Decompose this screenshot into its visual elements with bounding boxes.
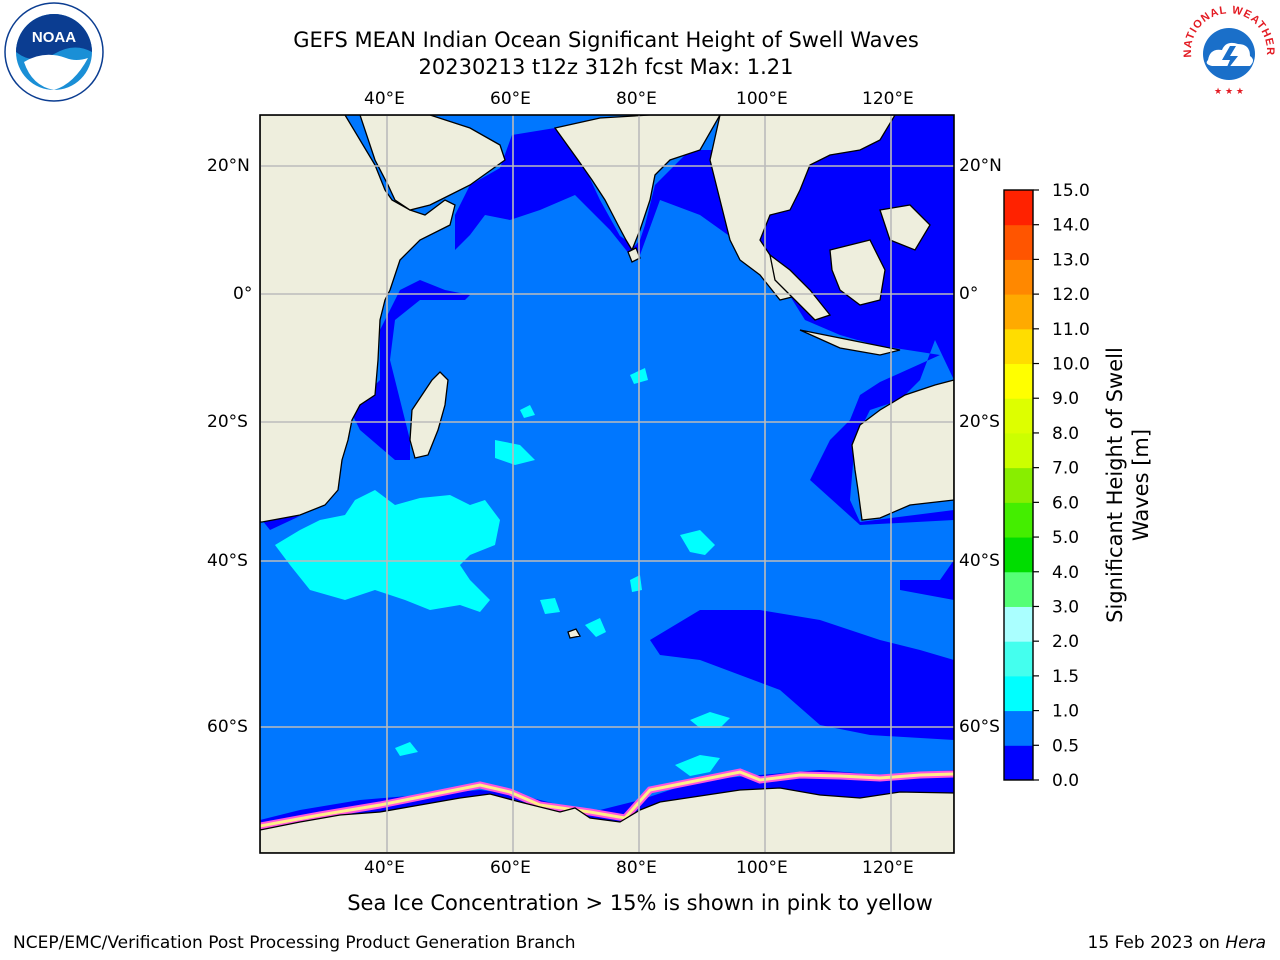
colorbar-segment bbox=[1004, 710, 1033, 746]
colorbar-tick-label: 0.5 bbox=[1052, 736, 1079, 756]
colorbar-segment bbox=[1004, 398, 1033, 434]
colorbar-segment bbox=[1004, 328, 1033, 365]
lon-tick-top: 120°E bbox=[862, 89, 914, 109]
colorbar-segment bbox=[1004, 606, 1033, 642]
lon-tick-bottom: 120°E bbox=[862, 858, 914, 878]
lat-tick-left: 0° bbox=[233, 284, 253, 304]
lat-tick-left: 20°N bbox=[207, 156, 250, 176]
footer-machine: Hera bbox=[1225, 933, 1266, 953]
colorbar-segment bbox=[1004, 571, 1033, 607]
sea-ice-edge bbox=[260, 768, 954, 830]
colorbar-tick-label: 15.0 bbox=[1052, 181, 1090, 201]
lon-tick-top: 40°E bbox=[364, 89, 405, 109]
colorbar-segment bbox=[1004, 432, 1033, 469]
colorbar-segment bbox=[1004, 363, 1033, 399]
colorbar-tick-label: 12.0 bbox=[1052, 285, 1090, 305]
colorbar-tick-label: 5.0 bbox=[1052, 528, 1079, 548]
colorbar-tick-label: 11.0 bbox=[1052, 320, 1090, 340]
national-weather-service-logo: NATIONAL WEATHER SERVICE ★ ★ ★ bbox=[1178, 0, 1278, 100]
colorbar-tick-label: 0.0 bbox=[1052, 771, 1079, 791]
svg-text:★ ★ ★: ★ ★ ★ bbox=[1214, 87, 1244, 97]
footer-date: 15 Feb 2023 on Hera bbox=[1088, 933, 1266, 953]
footer-date-text: 15 Feb 2023 on bbox=[1087, 933, 1220, 953]
colorbar-label: Significant Height of Swell Waves [m] bbox=[1103, 347, 1153, 623]
colorbar-tick-label: 3.0 bbox=[1052, 597, 1079, 617]
lat-tick-right: 20°N bbox=[959, 156, 1002, 176]
colorbar-tick-label: 6.0 bbox=[1052, 493, 1079, 513]
colorbar-tick-label: 7.0 bbox=[1052, 459, 1079, 479]
colorbar-segment bbox=[1004, 190, 1033, 226]
colorbar-segment bbox=[1004, 467, 1033, 503]
colorbar-segment bbox=[1004, 745, 1033, 781]
lon-tick-top: 80°E bbox=[616, 89, 657, 109]
lat-tick-left: 60°S bbox=[207, 717, 248, 737]
colorbar-segment bbox=[1004, 641, 1033, 677]
lon-tick-bottom: 60°E bbox=[490, 858, 531, 878]
colorbar-tick-label: 8.0 bbox=[1052, 424, 1079, 444]
land-masses bbox=[260, 115, 954, 853]
lon-tick-bottom: 40°E bbox=[364, 858, 405, 878]
colorbar-tick-label: 2.0 bbox=[1052, 632, 1079, 652]
map-subtitle: 20230213 t12z 312h fcst Max: 1.21 bbox=[418, 55, 794, 79]
lat-tick-right: 40°S bbox=[959, 551, 1000, 571]
lon-tick-bottom: 100°E bbox=[736, 858, 788, 878]
noaa-logo: NOAA bbox=[4, 2, 104, 102]
colorbar-segment bbox=[1004, 502, 1033, 538]
lat-tick-left: 40°S bbox=[207, 551, 248, 571]
colorbar-tick-label: 14.0 bbox=[1052, 216, 1090, 236]
map-title: GEFS MEAN Indian Ocean Significant Heigh… bbox=[293, 28, 919, 52]
graticule bbox=[260, 115, 954, 853]
sea-ice-caption: Sea Ice Concentration > 15% is shown in … bbox=[347, 891, 933, 915]
colorbar-frame bbox=[1003, 189, 1034, 781]
lon-tick-top: 100°E bbox=[736, 89, 788, 109]
lat-tick-right: 0° bbox=[959, 284, 979, 304]
colorbar-segment bbox=[1004, 259, 1033, 295]
lon-tick-bottom: 80°E bbox=[616, 858, 657, 878]
colorbar-segment bbox=[1004, 537, 1033, 573]
colorbar-segment bbox=[1004, 675, 1033, 712]
lat-tick-left: 20°S bbox=[207, 412, 248, 432]
colorbar-tick-label: 1.0 bbox=[1052, 702, 1079, 722]
noaa-logo-text: NOAA bbox=[32, 29, 76, 46]
lon-tick-top: 60°E bbox=[490, 89, 531, 109]
colorbar-tick-label: 10.0 bbox=[1052, 355, 1090, 375]
lat-tick-right: 60°S bbox=[959, 717, 1000, 737]
lat-tick-right: 20°S bbox=[959, 412, 1000, 432]
colorbar-segment bbox=[1004, 224, 1033, 260]
colorbar-segment bbox=[1004, 294, 1033, 330]
colorbar-tick-label: 13.0 bbox=[1052, 250, 1090, 270]
map-frame bbox=[259, 114, 955, 854]
colorbar-tick-label: 9.0 bbox=[1052, 389, 1079, 409]
colorbar-tick-label: 4.0 bbox=[1052, 563, 1079, 583]
colorbar: 0.0 0.5 1.0 1.5 2.0 3.0 4.0 5.0 6.0 7.0 8.0 9.0 10.0… bbox=[1003, 181, 1090, 791]
footer-credit: NCEP/EMC/Verification Post Processing Pr… bbox=[13, 933, 576, 953]
colorbar-tick-label: 1.5 bbox=[1052, 667, 1079, 687]
